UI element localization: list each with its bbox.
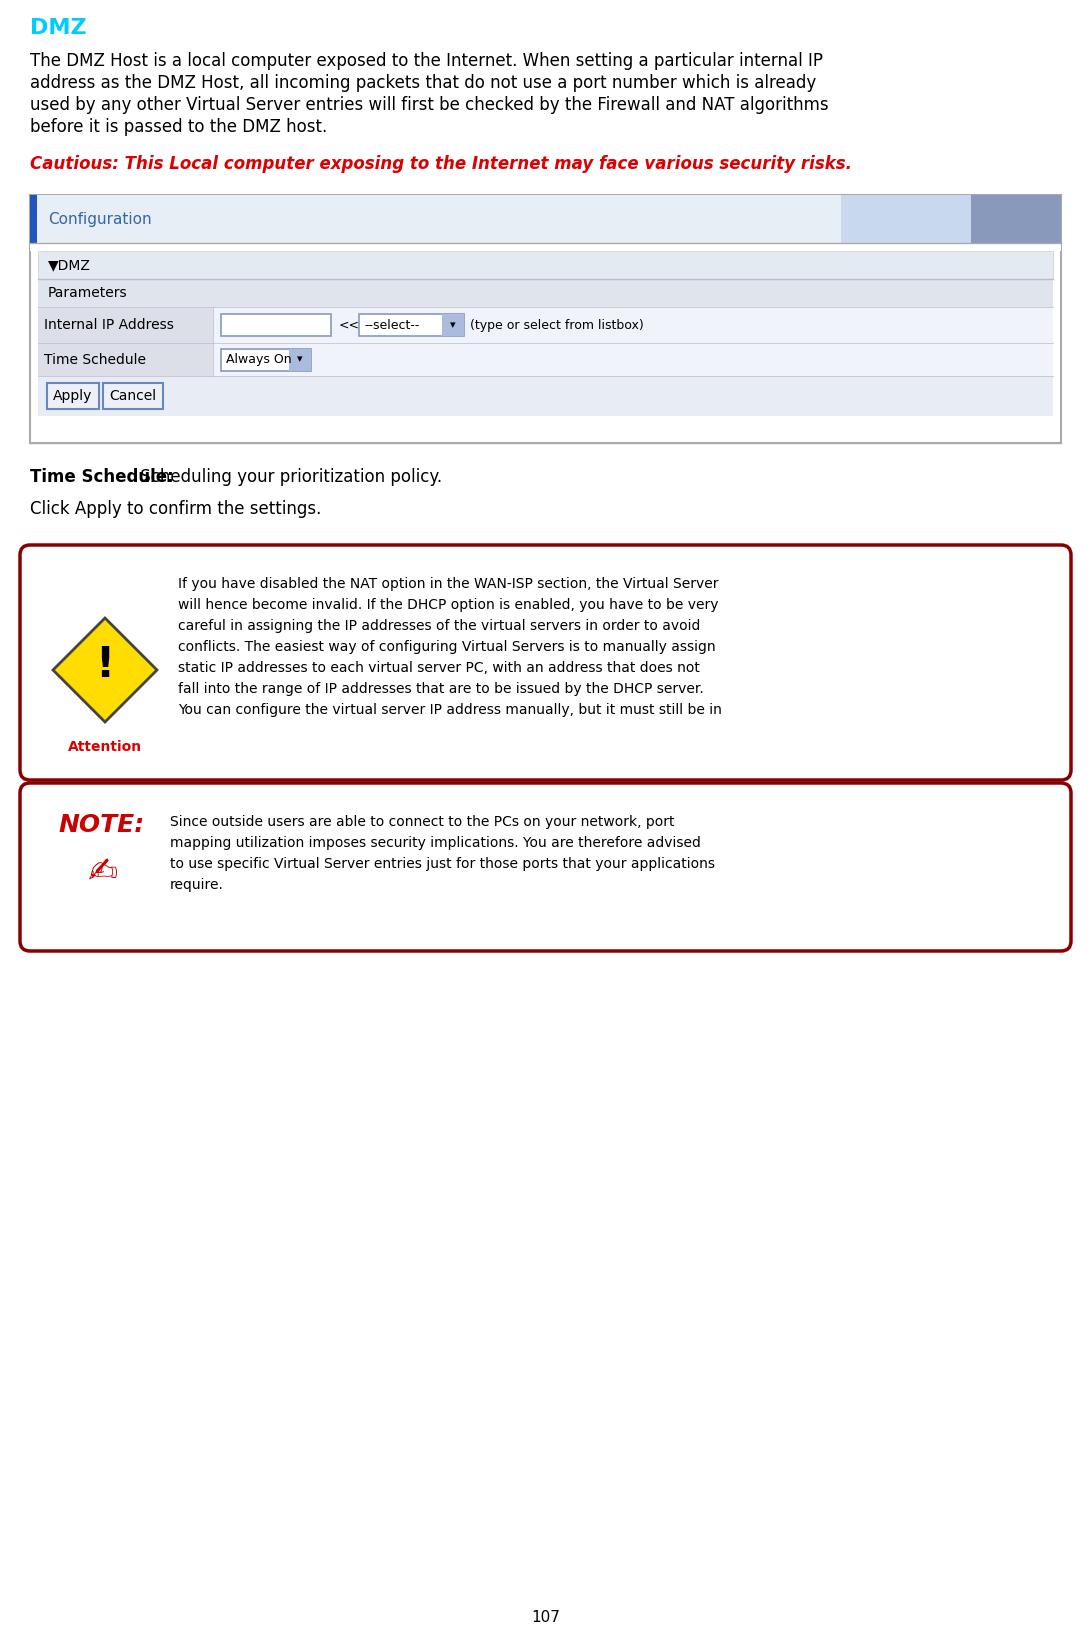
Text: 107: 107 — [531, 1609, 560, 1624]
Text: Parameters: Parameters — [48, 286, 128, 301]
Text: NOTE:: NOTE: — [59, 814, 145, 837]
FancyBboxPatch shape — [359, 314, 464, 337]
FancyBboxPatch shape — [47, 382, 99, 408]
FancyBboxPatch shape — [20, 546, 1071, 779]
Text: Cancel: Cancel — [109, 389, 157, 404]
Text: fall into the range of IP addresses that are to be issued by the DHCP server.: fall into the range of IP addresses that… — [178, 681, 704, 696]
Text: !: ! — [95, 644, 115, 686]
FancyBboxPatch shape — [38, 279, 1053, 307]
Text: If you have disabled the NAT option in the WAN-ISP section, the Virtual Server: If you have disabled the NAT option in t… — [178, 577, 719, 592]
Text: You can configure the virtual server IP address manually, but it must still be i: You can configure the virtual server IP … — [178, 703, 722, 717]
FancyBboxPatch shape — [38, 307, 1053, 343]
FancyBboxPatch shape — [289, 348, 311, 371]
Text: DMZ: DMZ — [29, 18, 86, 38]
FancyBboxPatch shape — [38, 343, 1053, 376]
Text: to use specific Virtual Server entries just for those ports that your applicatio: to use specific Virtual Server entries j… — [170, 856, 715, 871]
FancyBboxPatch shape — [29, 194, 1062, 243]
FancyBboxPatch shape — [38, 252, 1053, 279]
Text: will hence become invalid. If the DHCP option is enabled, you have to be very: will hence become invalid. If the DHCP o… — [178, 598, 719, 613]
Text: ▾: ▾ — [297, 355, 303, 364]
FancyBboxPatch shape — [29, 243, 1062, 252]
Text: <<: << — [339, 319, 360, 332]
Text: used by any other Virtual Server entries will first be checked by the Firewall a: used by any other Virtual Server entries… — [29, 96, 829, 114]
Text: Attention: Attention — [68, 740, 142, 753]
Text: --select--: --select-- — [364, 319, 419, 332]
Text: ✍: ✍ — [87, 855, 117, 889]
FancyBboxPatch shape — [38, 376, 1053, 417]
Text: Time Schedule:: Time Schedule: — [29, 467, 173, 485]
FancyBboxPatch shape — [103, 382, 163, 408]
Text: require.: require. — [170, 877, 224, 892]
Text: Click Apply to confirm the settings.: Click Apply to confirm the settings. — [29, 500, 322, 518]
Polygon shape — [53, 618, 157, 722]
Text: static IP addresses to each virtual server PC, with an address that does not: static IP addresses to each virtual serv… — [178, 662, 699, 675]
FancyBboxPatch shape — [38, 343, 213, 376]
Text: address as the DMZ Host, all incoming packets that do not use a port number whic: address as the DMZ Host, all incoming pa… — [29, 74, 816, 92]
Text: Since outside users are able to connect to the PCs on your network, port: Since outside users are able to connect … — [170, 815, 674, 828]
FancyBboxPatch shape — [20, 783, 1071, 951]
FancyBboxPatch shape — [221, 314, 331, 337]
Text: Time Schedule: Time Schedule — [44, 353, 146, 366]
FancyBboxPatch shape — [29, 194, 37, 243]
Text: careful in assigning the IP addresses of the virtual servers in order to avoid: careful in assigning the IP addresses of… — [178, 619, 700, 632]
FancyBboxPatch shape — [971, 194, 1062, 243]
FancyBboxPatch shape — [442, 314, 464, 337]
Text: mapping utilization imposes security implications. You are therefore advised: mapping utilization imposes security imp… — [170, 837, 700, 850]
FancyBboxPatch shape — [221, 348, 311, 371]
Text: Scheduling your prioritization policy.: Scheduling your prioritization policy. — [135, 467, 442, 485]
Text: Always On: Always On — [226, 353, 291, 366]
FancyBboxPatch shape — [29, 194, 1062, 443]
Text: ▼DMZ: ▼DMZ — [48, 258, 91, 271]
Text: Internal IP Address: Internal IP Address — [44, 319, 173, 332]
FancyBboxPatch shape — [841, 194, 1062, 243]
Text: The DMZ Host is a local computer exposed to the Internet. When setting a particu: The DMZ Host is a local computer exposed… — [29, 52, 823, 70]
Text: Cautious: This Local computer exposing to the Internet may face various security: Cautious: This Local computer exposing t… — [29, 155, 852, 173]
Text: (type or select from listbox): (type or select from listbox) — [470, 319, 644, 332]
Text: Apply: Apply — [53, 389, 93, 404]
FancyBboxPatch shape — [38, 307, 213, 343]
Text: conflicts. The easiest way of configuring Virtual Servers is to manually assign: conflicts. The easiest way of configurin… — [178, 641, 716, 654]
Text: before it is passed to the DMZ host.: before it is passed to the DMZ host. — [29, 118, 327, 136]
Text: ▾: ▾ — [451, 320, 456, 330]
Text: Configuration: Configuration — [48, 211, 152, 227]
